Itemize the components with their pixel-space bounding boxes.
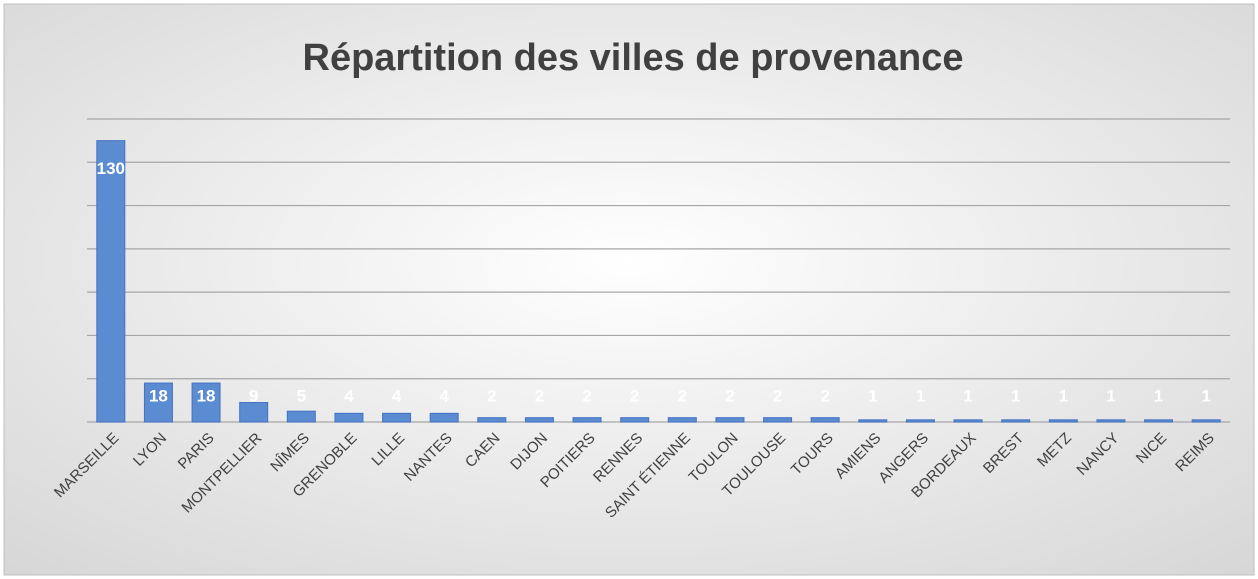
bar <box>239 402 269 423</box>
data-label: 1 <box>1059 386 1068 405</box>
bar <box>763 417 793 423</box>
bar <box>143 382 173 423</box>
data-label: 4 <box>392 386 402 405</box>
data-label: 1 <box>1201 386 1210 405</box>
bar <box>477 417 507 423</box>
data-label: 2 <box>582 386 591 405</box>
chart-title: Répartition des villes de provenance <box>303 37 964 79</box>
data-label: 1 <box>1106 386 1115 405</box>
data-label: 2 <box>820 386 829 405</box>
bar <box>334 412 364 423</box>
bar <box>191 382 221 423</box>
data-label: 2 <box>773 386 782 405</box>
bar <box>905 419 935 423</box>
data-label: 18 <box>149 386 168 405</box>
bar <box>286 410 316 423</box>
data-label: 2 <box>725 386 734 405</box>
data-label: 1 <box>868 386 877 405</box>
data-label: 18 <box>197 386 216 405</box>
data-label: 4 <box>439 386 449 405</box>
bar <box>1191 419 1221 423</box>
data-label: 2 <box>487 386 496 405</box>
bar <box>1096 419 1126 423</box>
data-label: 130 <box>97 159 125 178</box>
bar <box>858 419 888 423</box>
bar <box>715 417 745 423</box>
bar <box>953 419 983 423</box>
data-label: 4 <box>344 386 354 405</box>
chart-background <box>3 3 1255 576</box>
bar <box>382 412 412 423</box>
data-label: 5 <box>297 386 306 405</box>
bar <box>429 412 459 423</box>
bar <box>1001 419 1031 423</box>
data-label: 9 <box>249 386 258 405</box>
bar <box>1048 419 1078 423</box>
bar <box>620 417 650 423</box>
data-label: 1 <box>963 386 972 405</box>
bar <box>667 417 697 423</box>
bar <box>524 417 554 423</box>
data-label: 1 <box>1154 386 1163 405</box>
bar <box>96 140 126 423</box>
data-label: 1 <box>916 386 925 405</box>
data-label: 2 <box>678 386 687 405</box>
data-label: 1 <box>1011 386 1020 405</box>
data-label: 2 <box>630 386 639 405</box>
bar <box>810 417 840 423</box>
bar <box>572 417 602 423</box>
data-label: 2 <box>535 386 544 405</box>
bar <box>1144 419 1174 423</box>
